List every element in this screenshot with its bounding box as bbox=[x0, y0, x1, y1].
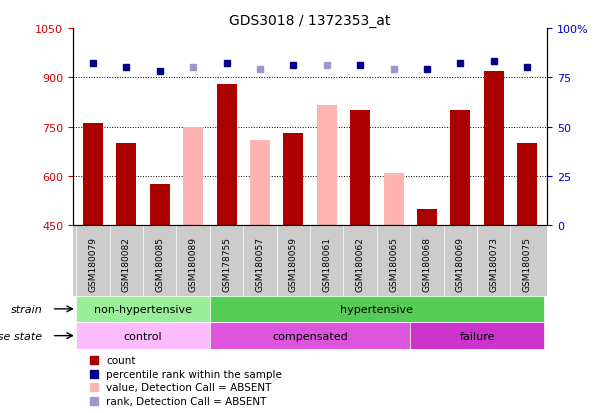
Bar bbox=[283, 134, 303, 225]
Bar bbox=[116, 144, 136, 225]
Text: GSM180065: GSM180065 bbox=[389, 236, 398, 291]
Text: non-hypertensive: non-hypertensive bbox=[94, 304, 192, 314]
Bar bbox=[517, 144, 537, 225]
Text: GSM180082: GSM180082 bbox=[122, 236, 131, 291]
Bar bbox=[250, 140, 270, 225]
Text: control: control bbox=[124, 331, 162, 341]
Text: percentile rank within the sample: percentile rank within the sample bbox=[106, 369, 282, 379]
Text: GSM180073: GSM180073 bbox=[489, 236, 499, 291]
Text: count: count bbox=[106, 355, 136, 365]
Text: GSM180061: GSM180061 bbox=[322, 236, 331, 291]
Bar bbox=[417, 209, 437, 225]
Title: GDS3018 / 1372353_at: GDS3018 / 1372353_at bbox=[229, 14, 391, 28]
Bar bbox=[150, 185, 170, 225]
Text: GSM180068: GSM180068 bbox=[423, 236, 432, 291]
Bar bbox=[76, 323, 210, 349]
Text: value, Detection Call = ABSENT: value, Detection Call = ABSENT bbox=[106, 382, 272, 392]
Text: GSM180057: GSM180057 bbox=[255, 236, 264, 291]
Bar bbox=[317, 106, 337, 225]
Bar bbox=[451, 111, 471, 225]
Text: compensated: compensated bbox=[272, 331, 348, 341]
Text: failure: failure bbox=[459, 331, 495, 341]
Bar bbox=[210, 296, 544, 323]
Text: GSM178755: GSM178755 bbox=[222, 236, 231, 291]
Bar bbox=[83, 124, 103, 225]
Text: hypertensive: hypertensive bbox=[340, 304, 413, 314]
Text: GSM180059: GSM180059 bbox=[289, 236, 298, 291]
Bar bbox=[183, 127, 203, 225]
Text: disease state: disease state bbox=[0, 331, 42, 341]
Text: GSM180075: GSM180075 bbox=[523, 236, 531, 291]
Bar bbox=[384, 173, 404, 225]
Text: GSM180069: GSM180069 bbox=[456, 236, 465, 291]
Text: GSM180089: GSM180089 bbox=[188, 236, 198, 291]
Bar bbox=[210, 323, 410, 349]
Text: GSM180085: GSM180085 bbox=[155, 236, 164, 291]
Text: GSM180062: GSM180062 bbox=[356, 236, 365, 291]
Bar bbox=[350, 111, 370, 225]
Text: strain: strain bbox=[10, 304, 42, 314]
Text: GSM180079: GSM180079 bbox=[89, 236, 97, 291]
Text: rank, Detection Call = ABSENT: rank, Detection Call = ABSENT bbox=[106, 396, 266, 406]
Bar bbox=[216, 85, 237, 225]
Bar bbox=[410, 323, 544, 349]
Bar bbox=[484, 71, 504, 225]
Bar bbox=[76, 296, 210, 323]
